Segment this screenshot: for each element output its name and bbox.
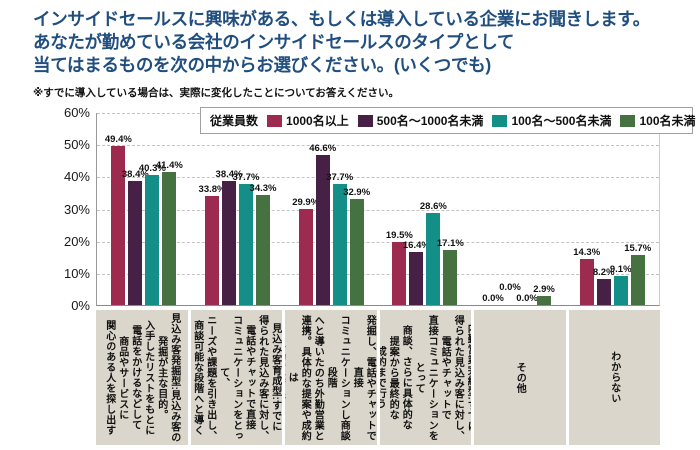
category-cell: わからない: [568, 310, 660, 445]
bar-value-label: 0.0%: [516, 293, 538, 304]
bar: 40.3%: [139, 163, 166, 305]
bar: 37.7%: [326, 172, 353, 305]
bar: 38.4%: [122, 169, 149, 305]
bar-value-label: 41.4%: [155, 159, 183, 171]
bar: 34.3%: [250, 183, 276, 305]
bar: 17.1%: [437, 238, 464, 305]
bar: 38.4%: [216, 169, 242, 305]
bar-value-label: 46.6%: [309, 143, 337, 155]
y-tick-label: 20%: [63, 233, 90, 249]
bar: 41.4%: [156, 160, 183, 305]
y-axis: 0% 10% 20% 30% 40% 50% 60%: [28, 105, 90, 313]
y-tick-label: 60%: [63, 105, 90, 120]
gridline: [97, 145, 659, 147]
legend-item: 100名未満: [620, 112, 696, 129]
bar: 14.3%: [573, 247, 600, 305]
title-line-1: インサイドセールスに興味がある、もしくは導入している企業にお聞きします。: [33, 9, 650, 29]
x-axis-category-labels: 見込み客発掘型:見込み客の 発掘が主な目的。 入手したリストをもとに 電話をかけ…: [96, 310, 660, 445]
bar-value-label: 40.3%: [138, 163, 166, 175]
bar: 2.9%: [533, 284, 555, 305]
bar-value-label: 49.4%: [104, 134, 132, 146]
bar: 15.7%: [624, 243, 651, 305]
bar: 9.1%: [610, 264, 632, 305]
category-cell: 見込み客発掘型:見込み客の 発掘が主な目的。 入手したリストをもとに 電話をかけ…: [96, 310, 188, 445]
bar-value-label: 0.0%: [482, 293, 504, 304]
category-label: 外勤営業連携型:見込み客を 発掘し、電話やチャットで直接 コミュニケーションし商…: [286, 314, 376, 441]
bar-groups: 49.4% 38.4% 40.3% 41.4% 33.8% 38.4% 37.7% 34.3%…: [97, 113, 659, 305]
legend-color-swatch-icon: [492, 114, 508, 127]
bar: 49.4%: [105, 134, 132, 305]
bar-value-label: 0.0%: [499, 282, 521, 293]
bar-value-label: 37.7%: [326, 171, 354, 183]
bar: 33.8%: [199, 184, 225, 305]
bar-value-label: 38.4%: [215, 169, 243, 181]
y-tick-label: 30%: [63, 201, 90, 217]
legend-color-swatch-icon: [357, 114, 373, 127]
bar-group: 49.4% 38.4% 40.3% 41.4%: [97, 113, 191, 305]
bar-group: 33.8% 38.4% 37.7% 34.3%: [191, 113, 285, 305]
bar-value-label: 17.1%: [436, 238, 464, 249]
bar-group: 29.9% 46.6% 37.7% 32.9%: [284, 113, 378, 305]
bar-value-label: 38.4%: [121, 169, 149, 181]
category-label: その他: [514, 361, 526, 394]
bar: 29.9%: [292, 197, 319, 305]
bar-value-label: 34.3%: [249, 182, 277, 194]
page-title: インサイドセールスに興味がある、もしくは導入している企業にお聞きします。 あなた…: [33, 8, 683, 77]
bar-value-label: 16.4%: [402, 240, 430, 252]
bar: 19.5%: [386, 230, 413, 305]
bar: 8.2%: [593, 267, 615, 305]
bar: 46.6%: [309, 143, 336, 305]
y-tick-label: 40%: [63, 169, 90, 185]
legend-color-swatch-icon: [620, 114, 636, 127]
legend-item-label: 500名〜1000名未満: [376, 114, 484, 128]
category-label: 見込み客発掘型:見込み客の 発掘が主な目的。 入手したリストをもとに 電話をかけ…: [103, 312, 180, 443]
bar-value-label: 8.2%: [592, 266, 615, 278]
gridline: [97, 209, 659, 211]
bar-group: 0.0% 0.0% 0.0% 2.9%: [472, 113, 566, 305]
bar-group: 14.3% 8.2% 9.1% 15.7%: [565, 113, 659, 305]
y-tick-label: 50%: [63, 137, 90, 153]
bar-value-label: 37.7%: [232, 171, 260, 183]
category-label: 内勤営業完結型:すでに 得られた見込み客に対し、 電話やチャットで 直接コミュニ…: [379, 314, 472, 441]
bar-value-label: 19.5%: [385, 230, 413, 242]
bar: 16.4%: [403, 240, 430, 305]
bar-value-label: 15.7%: [624, 242, 652, 254]
category-cell: 外勤営業連携型:見込み客を 発掘し、電話やチャットで直接 コミュニケーションし商…: [285, 310, 377, 445]
bar: 28.6%: [420, 201, 447, 305]
category-label: わからない: [608, 351, 620, 404]
category-cell: 内勤営業完結型:すでに 得られた見込み客に対し、 電話やチャットで 直接コミュニ…: [379, 310, 472, 445]
legend: 従業員数 1000名以上 500名〜1000名未満 100名〜500名未満 100名未…: [200, 107, 696, 134]
legend-item-label: 1000名以上: [286, 114, 349, 128]
title-line-2: あなたが勤めている会社のインサイドセールスのタイプとして: [33, 32, 515, 52]
y-tick-label: 0%: [71, 298, 90, 313]
category-cell: 見込み客育成型:すでに 得られた見込み客に対し、 電話やチャットで直接 コミュニ…: [190, 310, 282, 445]
legend-item-label: 100名〜500名未満: [511, 114, 612, 128]
gridline: [97, 177, 659, 179]
category-cell: その他: [474, 310, 566, 445]
bar-value-label: 28.6%: [419, 201, 447, 213]
legend-title: 従業員数: [210, 114, 259, 128]
bar-value-label: 9.1%: [609, 263, 632, 275]
survey-note: ※すでに導入している場合は、実際に変化したことについてお答えください。: [33, 87, 400, 99]
category-label: 見込み客育成型:すでに 得られた見込み客に対し、 電話やチャットで直接 コミュニ…: [191, 314, 281, 441]
bar: 32.9%: [343, 187, 370, 305]
bar-value-label: 32.9%: [343, 187, 371, 199]
bar-value-label: 2.9%: [533, 283, 555, 295]
legend-item-label: 100名未満: [639, 114, 696, 128]
bar-group: 19.5% 16.4% 28.6% 17.1%: [378, 113, 472, 305]
legend-item: 500名〜1000名未満: [357, 112, 484, 129]
bar-value-label: 14.3%: [573, 247, 601, 259]
bar-value-label: 29.9%: [292, 196, 320, 208]
title-line-3: 当てはまるものを次の中からお選びください。(いくつでも): [33, 55, 491, 75]
y-tick-label: 10%: [63, 265, 90, 281]
legend-item: 100名〜500名未満: [492, 112, 611, 129]
legend-item: 1000名以上: [267, 112, 349, 129]
legend-color-swatch-icon: [267, 114, 283, 127]
plot-area: 49.4% 38.4% 40.3% 41.4% 33.8% 38.4% 37.7% 34.3%…: [96, 113, 660, 306]
gridline: [97, 273, 659, 275]
bar-value-label: 33.8%: [198, 184, 226, 196]
gridline: [97, 241, 659, 243]
bar: 37.7%: [233, 172, 259, 305]
